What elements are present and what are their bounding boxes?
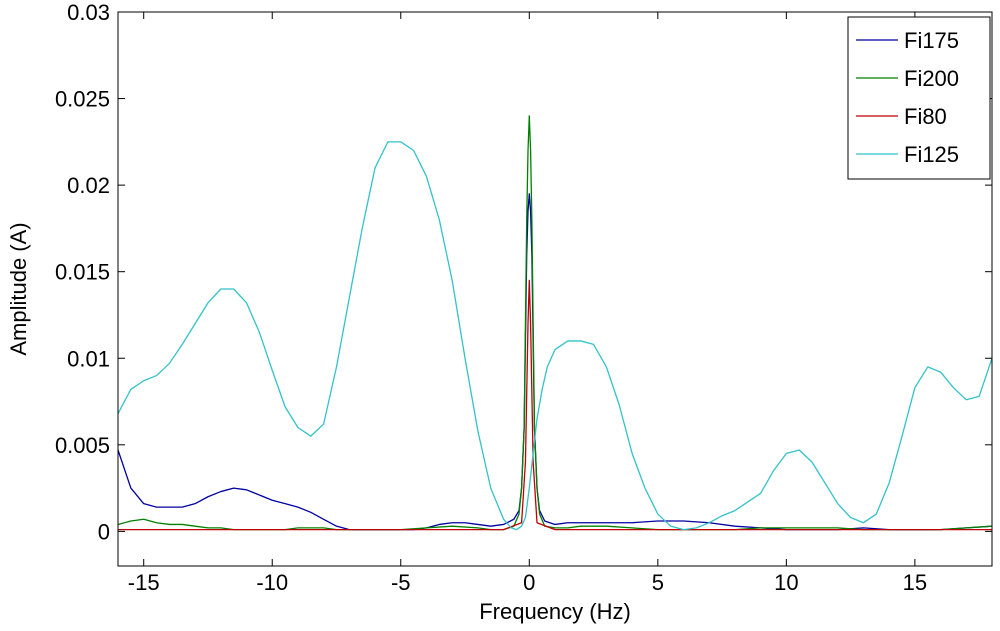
- y-tick-label: 0.01: [67, 346, 110, 371]
- legend: Fi175 Fi200 Fi80 Fi125: [847, 16, 991, 180]
- x-tick-label: 5: [652, 570, 664, 595]
- y-axis-ticks: 0 0.005 0.01 0.015 0.02 0.025 0.03: [55, 0, 992, 544]
- legend-label-fi80: Fi80: [904, 104, 947, 129]
- x-tick-label: -5: [391, 570, 411, 595]
- y-tick-label: 0: [98, 519, 110, 544]
- legend-label-fi200: Fi200: [904, 66, 959, 91]
- y-tick-label: 0.005: [55, 433, 110, 458]
- y-tick-label: 0.02: [67, 173, 110, 198]
- x-tick-label: 15: [903, 570, 927, 595]
- y-tick-label: 0.03: [67, 0, 110, 25]
- x-axis-label: Frequency (Hz): [479, 599, 631, 624]
- y-tick-label: 0.015: [55, 260, 110, 285]
- legend-box: [847, 16, 991, 180]
- legend-label-fi125: Fi125: [904, 142, 959, 167]
- x-tick-label: -15: [128, 570, 160, 595]
- series-layer: [117, 115, 993, 531]
- x-axis-ticks: -15 -10 -5 0 5 10 15: [128, 12, 927, 595]
- legend-label-fi175: Fi175: [904, 28, 959, 53]
- axes-frame: [117, 11, 993, 567]
- x-tick-label: 0: [523, 570, 535, 595]
- y-tick-label: 0.025: [55, 87, 110, 112]
- series-line-fi80: [118, 279, 992, 531]
- x-tick-label: -10: [256, 570, 288, 595]
- series-line-fi125: [117, 141, 993, 531]
- x-tick-label: 10: [774, 570, 798, 595]
- y-axis-label: Amplitude (A): [6, 222, 31, 355]
- plot-area: [118, 12, 992, 566]
